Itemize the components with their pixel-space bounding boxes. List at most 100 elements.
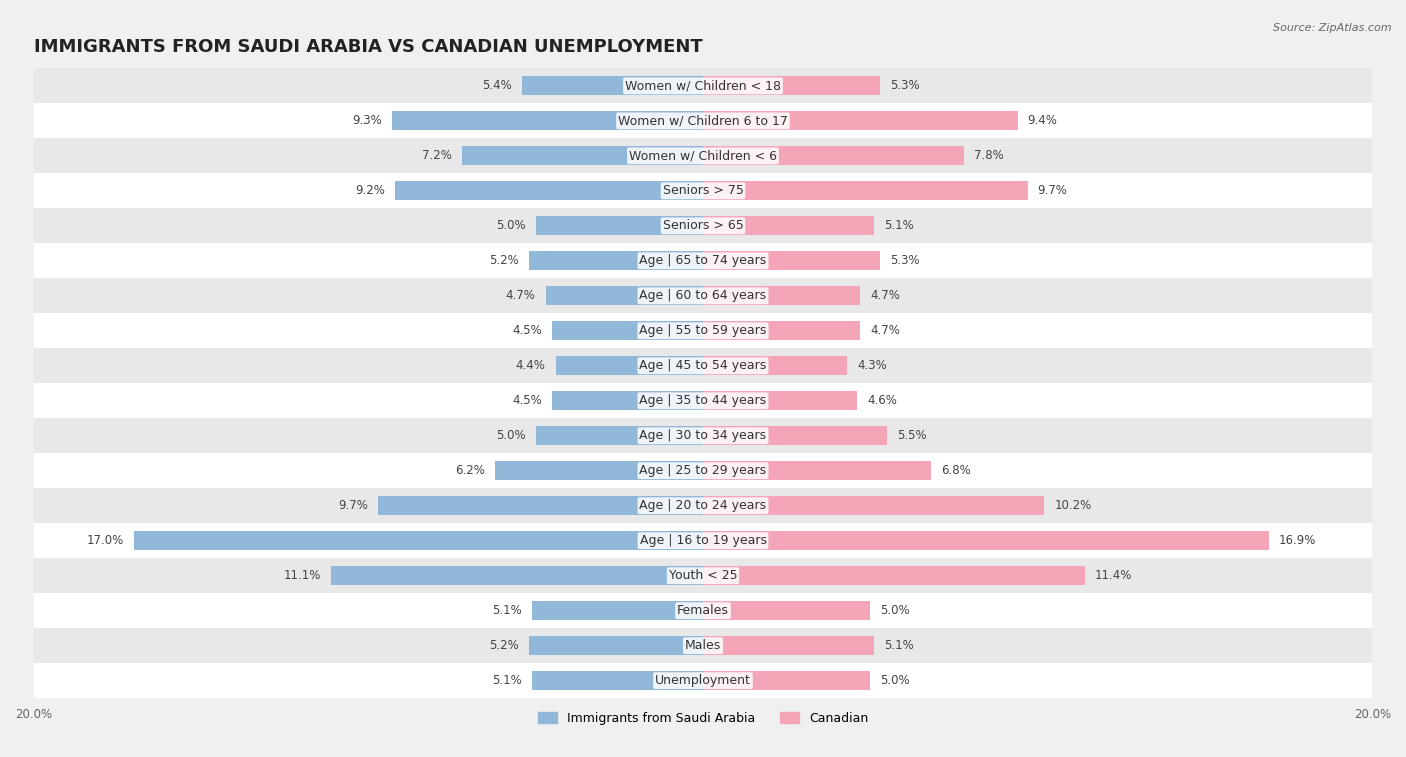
Text: Youth < 25: Youth < 25 — [669, 569, 737, 582]
Text: 6.2%: 6.2% — [456, 464, 485, 477]
Bar — [703, 496, 1045, 516]
Bar — [395, 181, 703, 201]
Text: 5.2%: 5.2% — [489, 254, 519, 267]
Text: Age | 20 to 24 years: Age | 20 to 24 years — [640, 499, 766, 512]
Bar — [536, 217, 703, 235]
Bar — [34, 419, 1372, 453]
Bar — [529, 636, 703, 656]
Text: 9.2%: 9.2% — [356, 185, 385, 198]
Text: 7.8%: 7.8% — [974, 149, 1004, 162]
Bar — [703, 286, 860, 305]
Bar — [533, 671, 703, 690]
Bar — [703, 321, 860, 341]
Text: 4.4%: 4.4% — [516, 360, 546, 372]
Bar — [34, 558, 1372, 593]
Text: 5.2%: 5.2% — [489, 639, 519, 653]
Bar — [703, 671, 870, 690]
Bar — [34, 139, 1372, 173]
Text: 5.3%: 5.3% — [890, 79, 920, 92]
Bar — [34, 243, 1372, 279]
Text: 5.1%: 5.1% — [884, 639, 914, 653]
Bar — [34, 313, 1372, 348]
Bar — [378, 496, 703, 516]
Bar — [703, 636, 873, 656]
Text: Males: Males — [685, 639, 721, 653]
Bar — [34, 104, 1372, 139]
Bar — [703, 566, 1084, 585]
Text: 9.3%: 9.3% — [352, 114, 381, 127]
Bar — [533, 601, 703, 620]
Text: 4.3%: 4.3% — [858, 360, 887, 372]
Text: Females: Females — [678, 604, 728, 617]
Bar — [34, 173, 1372, 208]
Text: Women w/ Children < 18: Women w/ Children < 18 — [626, 79, 780, 92]
Bar — [34, 628, 1372, 663]
Text: 9.7%: 9.7% — [1038, 185, 1067, 198]
Bar — [134, 531, 703, 550]
Text: 6.8%: 6.8% — [941, 464, 970, 477]
Text: 9.4%: 9.4% — [1028, 114, 1057, 127]
Bar — [536, 426, 703, 445]
Bar — [703, 251, 880, 270]
Bar — [703, 356, 846, 375]
Text: Women w/ Children < 6: Women w/ Children < 6 — [628, 149, 778, 162]
Bar — [703, 461, 931, 481]
Bar — [703, 531, 1268, 550]
Bar — [392, 111, 703, 130]
Text: 4.7%: 4.7% — [506, 289, 536, 302]
Bar — [555, 356, 703, 375]
Bar — [34, 348, 1372, 383]
Bar — [34, 383, 1372, 419]
Text: 4.7%: 4.7% — [870, 289, 900, 302]
Bar — [332, 566, 703, 585]
Bar — [34, 279, 1372, 313]
Bar — [553, 321, 703, 341]
Bar — [34, 208, 1372, 243]
Text: 5.0%: 5.0% — [496, 220, 526, 232]
Bar — [703, 76, 880, 95]
Bar — [463, 146, 703, 166]
Bar — [522, 76, 703, 95]
Text: IMMIGRANTS FROM SAUDI ARABIA VS CANADIAN UNEMPLOYMENT: IMMIGRANTS FROM SAUDI ARABIA VS CANADIAN… — [34, 38, 703, 56]
Text: 5.0%: 5.0% — [880, 674, 910, 687]
Text: 5.3%: 5.3% — [890, 254, 920, 267]
Bar — [546, 286, 703, 305]
Text: Age | 60 to 64 years: Age | 60 to 64 years — [640, 289, 766, 302]
Text: 17.0%: 17.0% — [87, 534, 124, 547]
Bar — [553, 391, 703, 410]
Bar — [34, 488, 1372, 523]
Text: Age | 25 to 29 years: Age | 25 to 29 years — [640, 464, 766, 477]
Text: 4.6%: 4.6% — [868, 394, 897, 407]
Bar — [34, 663, 1372, 698]
Text: 5.1%: 5.1% — [492, 604, 522, 617]
Text: 5.0%: 5.0% — [880, 604, 910, 617]
Text: Source: ZipAtlas.com: Source: ZipAtlas.com — [1274, 23, 1392, 33]
Text: 10.2%: 10.2% — [1054, 499, 1091, 512]
Text: Seniors > 65: Seniors > 65 — [662, 220, 744, 232]
Bar — [529, 251, 703, 270]
Text: 11.1%: 11.1% — [284, 569, 322, 582]
Text: Age | 55 to 59 years: Age | 55 to 59 years — [640, 324, 766, 338]
Text: Age | 30 to 34 years: Age | 30 to 34 years — [640, 429, 766, 442]
Bar — [34, 453, 1372, 488]
Text: 5.5%: 5.5% — [897, 429, 927, 442]
Bar — [703, 111, 1018, 130]
Text: 5.0%: 5.0% — [496, 429, 526, 442]
Bar — [495, 461, 703, 481]
Bar — [34, 68, 1372, 104]
Bar — [703, 217, 873, 235]
Text: Age | 45 to 54 years: Age | 45 to 54 years — [640, 360, 766, 372]
Bar — [703, 146, 965, 166]
Bar — [703, 181, 1028, 201]
Text: 4.7%: 4.7% — [870, 324, 900, 338]
Text: Age | 65 to 74 years: Age | 65 to 74 years — [640, 254, 766, 267]
Bar — [34, 593, 1372, 628]
Text: Age | 16 to 19 years: Age | 16 to 19 years — [640, 534, 766, 547]
Legend: Immigrants from Saudi Arabia, Canadian: Immigrants from Saudi Arabia, Canadian — [533, 707, 873, 730]
Text: 5.1%: 5.1% — [492, 674, 522, 687]
Text: Seniors > 75: Seniors > 75 — [662, 185, 744, 198]
Bar — [703, 426, 887, 445]
Text: 11.4%: 11.4% — [1095, 569, 1132, 582]
Text: 7.2%: 7.2% — [422, 149, 451, 162]
Text: 5.1%: 5.1% — [884, 220, 914, 232]
